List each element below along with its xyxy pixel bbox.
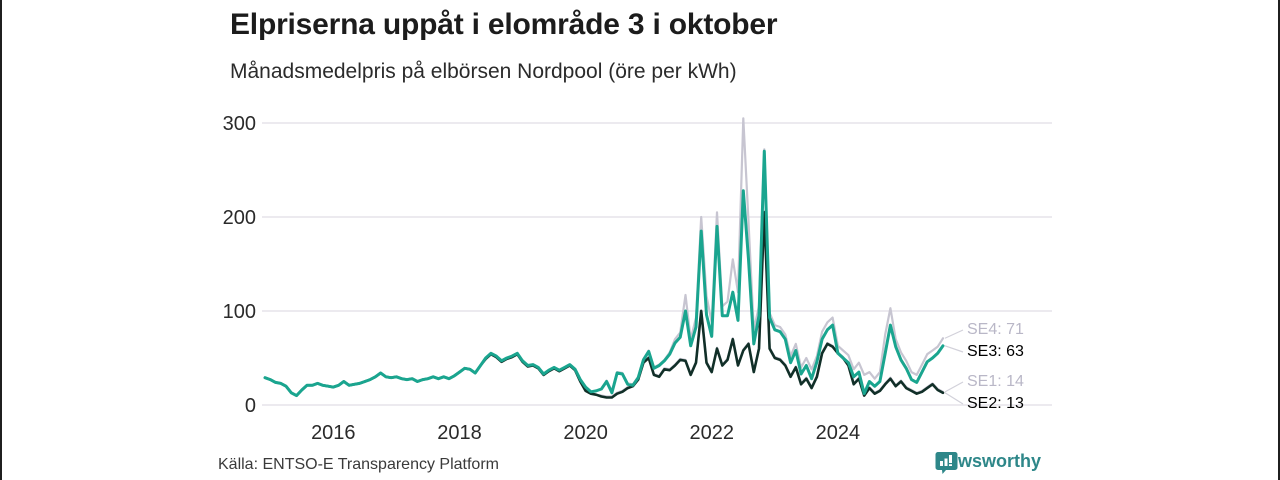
end-label-se3: SE3: 63 — [967, 343, 1024, 360]
x-tick-2018: 2018 — [437, 422, 482, 444]
x-tick-2020: 2020 — [563, 422, 608, 444]
end-label-se4: SE4: 71 — [967, 321, 1024, 338]
x-tick-2024: 2024 — [816, 422, 861, 444]
end-label-se1: SE1: 14 — [967, 373, 1024, 390]
left-edge-border — [0, 0, 2, 480]
brand-name: Newsworthy — [935, 451, 1042, 471]
y-tick-100: 100 — [223, 301, 256, 323]
y-tick-300: 300 — [223, 113, 256, 135]
series-SE1-line — [263, 210, 945, 398]
source-note: Källa: ENTSO-E Transparency Platform — [218, 456, 499, 473]
connector-SE4 — [944, 329, 964, 339]
series-SE2-line — [263, 211, 945, 399]
x-tick-2016: 2016 — [311, 422, 356, 444]
line-chart: 0 100 200 300 2016 2018 2020 2022 2024 SE4: 71 S… — [223, 113, 1052, 444]
end-label-se2: SE2: 13 — [967, 395, 1024, 412]
y-tick-200: 200 — [223, 207, 256, 229]
series-SE3-line — [263, 149, 945, 398]
chart-title: Elpriserna uppåt i elområde 3 i oktober — [230, 8, 778, 41]
y-tick-0: 0 — [245, 395, 256, 417]
right-edge-border — [1278, 0, 1280, 480]
x-tick-2022: 2022 — [689, 422, 734, 444]
newsworthy-bars-icon — [935, 452, 958, 474]
chart-plot-area: 0 100 200 300 2016 2018 2020 2022 2024 — [223, 113, 1052, 444]
connector-SE1 — [944, 381, 964, 393]
newsworthy-logo: Newsworthy — [935, 451, 1042, 474]
chart-subtitle: Månadsmedelpris på elbörsen Nordpool (ör… — [230, 60, 737, 83]
connector-SE3 — [944, 345, 964, 353]
connector-SE2 — [944, 392, 964, 405]
